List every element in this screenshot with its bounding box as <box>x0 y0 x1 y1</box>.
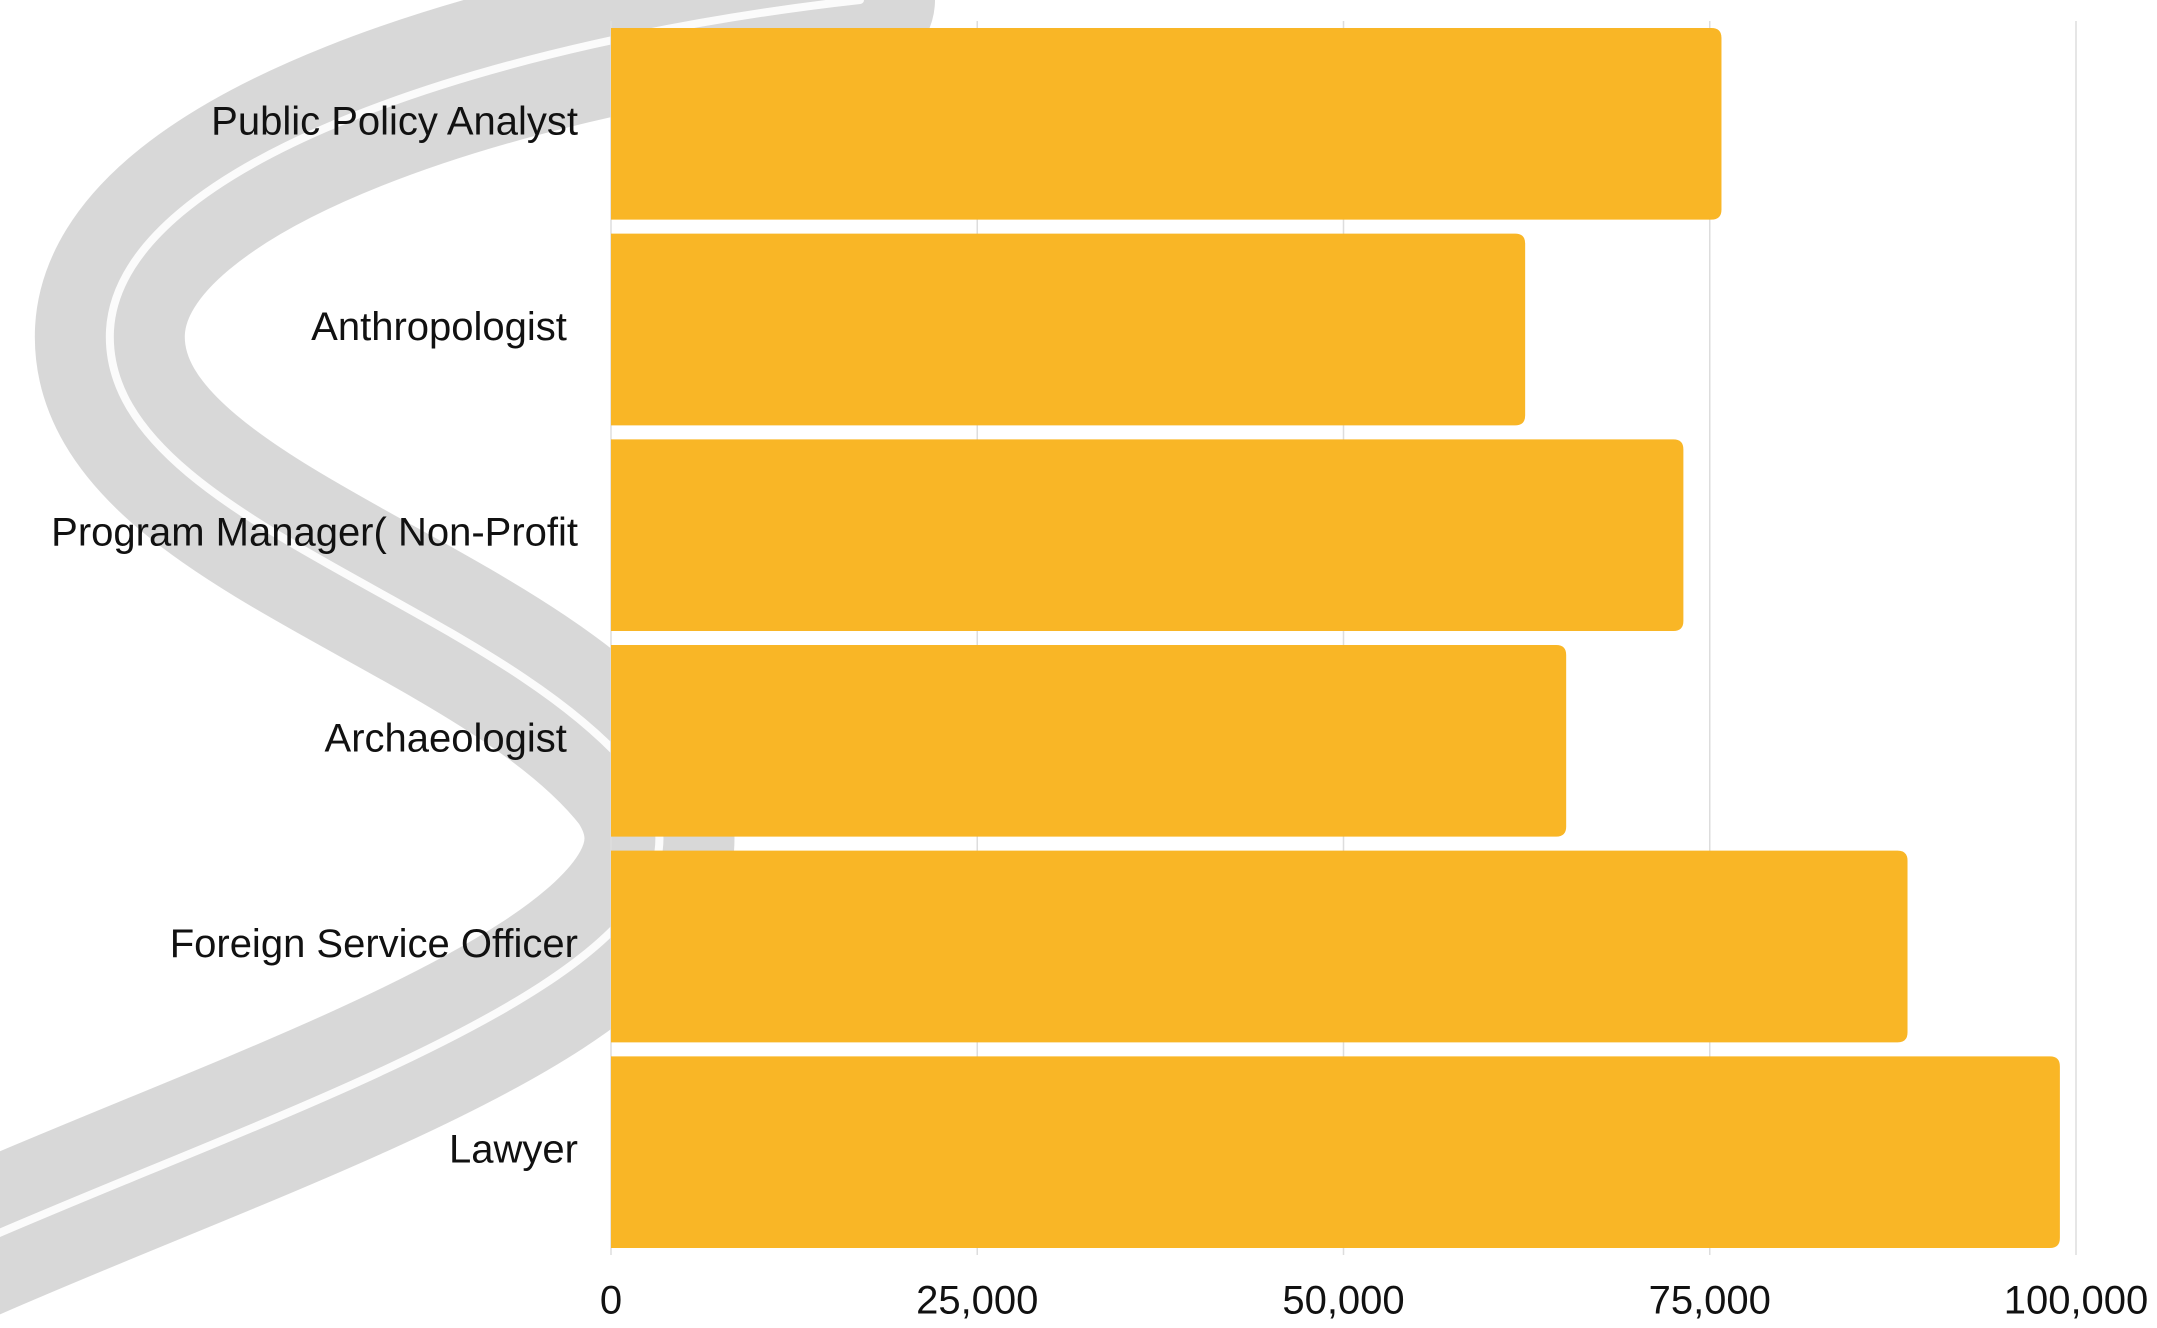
y-tick-label: Anthropologist <box>311 305 578 349</box>
bar <box>611 234 1525 426</box>
y-tick-label: Foreign Service Officer <box>170 922 578 966</box>
x-tick-label: 75,000 <box>1649 1279 1771 1323</box>
y-tick-label: Program Manager( Non-Profit <box>51 511 578 555</box>
x-tick-label: 25,000 <box>916 1279 1038 1323</box>
chart: 0 25,000 50,000 75,000 100,000 Public Policy … <box>0 0 2157 1328</box>
bars <box>611 28 2060 1248</box>
bar <box>611 645 1566 837</box>
bar <box>611 439 1683 631</box>
bar <box>611 1056 2060 1248</box>
page: {"chart_data": {"type": "barh", "categor… <box>0 0 2157 1328</box>
y-tick-label: Lawyer <box>449 1128 578 1172</box>
bar <box>611 28 1721 220</box>
x-tick-label: 100,000 <box>2004 1279 2149 1323</box>
x-tick-label: 0 <box>600 1279 622 1323</box>
x-tick-label: 50,000 <box>1282 1279 1404 1323</box>
y-tick-label: Archaeologist <box>325 716 578 760</box>
y-tick-label: Public Policy Analyst <box>211 99 578 143</box>
bar <box>611 851 1908 1043</box>
